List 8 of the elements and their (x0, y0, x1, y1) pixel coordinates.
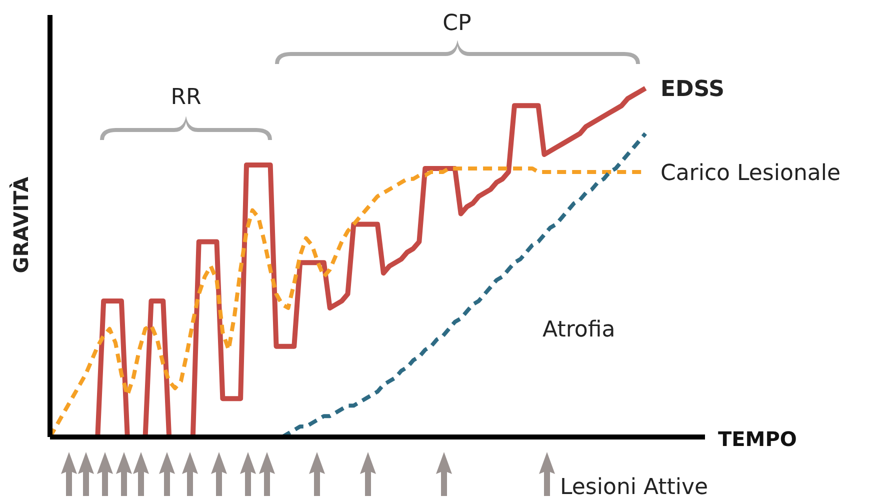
text: Atrofia (542, 318, 616, 343)
y-axis-title: GRAVITÀ (9, 176, 33, 274)
series-label: EDSS (660, 77, 724, 102)
text: Lesioni Attive (560, 475, 708, 499)
x-axis-title: TEMPO (718, 427, 797, 451)
series-label: Carico Lesionale (660, 160, 841, 186)
annotation: RR (170, 85, 202, 110)
text: CP (442, 11, 472, 36)
